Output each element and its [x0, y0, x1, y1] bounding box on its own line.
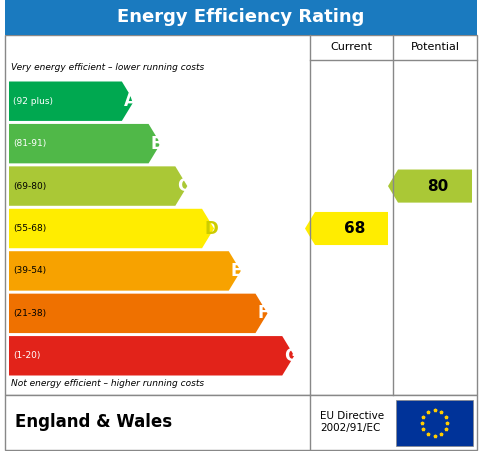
Text: 68: 68	[344, 221, 365, 236]
Text: (81-91): (81-91)	[13, 139, 46, 148]
Text: (92 plus): (92 plus)	[13, 97, 53, 106]
Polygon shape	[305, 212, 388, 245]
Polygon shape	[9, 251, 241, 290]
Text: (69-80): (69-80)	[13, 182, 46, 191]
Polygon shape	[9, 336, 294, 376]
Polygon shape	[9, 82, 134, 121]
Text: Very energy efficient – lower running costs: Very energy efficient – lower running co…	[11, 63, 204, 72]
Text: (1-20): (1-20)	[13, 351, 40, 360]
Text: EU Directive
2002/91/EC: EU Directive 2002/91/EC	[320, 411, 384, 433]
Text: (39-54): (39-54)	[13, 267, 46, 276]
Polygon shape	[9, 124, 161, 163]
Polygon shape	[9, 294, 268, 333]
Text: E: E	[231, 262, 242, 280]
Text: F: F	[257, 304, 269, 322]
Text: C: C	[177, 177, 189, 195]
Text: England & Wales: England & Wales	[15, 413, 172, 431]
Text: (21-38): (21-38)	[13, 309, 46, 318]
Text: (55-68): (55-68)	[13, 224, 46, 233]
Text: Not energy efficient – higher running costs: Not energy efficient – higher running co…	[11, 379, 204, 388]
Bar	[5, 0, 477, 35]
Text: 80: 80	[428, 179, 449, 193]
Bar	[5, 35, 477, 395]
Text: Potential: Potential	[411, 42, 459, 52]
Polygon shape	[9, 166, 187, 206]
Polygon shape	[9, 209, 214, 248]
Bar	[396, 400, 473, 446]
Text: A: A	[124, 92, 137, 110]
Text: Energy Efficiency Rating: Energy Efficiency Rating	[117, 9, 365, 27]
Text: G: G	[284, 347, 298, 365]
Bar	[5, 395, 477, 450]
Polygon shape	[388, 170, 472, 202]
Text: Current: Current	[331, 42, 373, 52]
Text: B: B	[150, 135, 163, 152]
Text: D: D	[204, 220, 218, 238]
